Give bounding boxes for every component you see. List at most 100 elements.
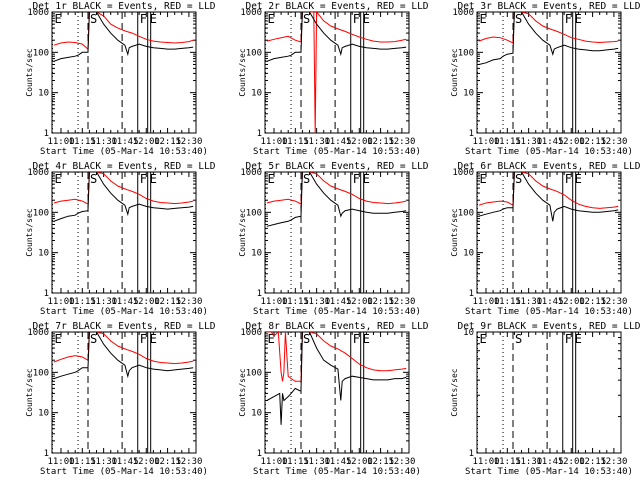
y-tick-label: 10 bbox=[251, 249, 262, 259]
y-tick-label: 1000 bbox=[27, 328, 49, 338]
y-tick-label: 100 bbox=[33, 208, 49, 218]
y-tick-label: 100 bbox=[246, 48, 262, 58]
y-tick-label: 1000 bbox=[452, 168, 474, 178]
marker-label: S bbox=[90, 332, 97, 346]
x-tick-label: 11:30 bbox=[90, 297, 117, 307]
y-axis: 1 10 bbox=[463, 328, 621, 459]
marker-label: E bbox=[575, 12, 582, 26]
detector-panel-4: Det 4r BLACK = Events, RED = LLD 1 10 100 10… bbox=[25, 161, 216, 317]
panel-title: Det 9r BLACK = Events, RED = LLD bbox=[457, 321, 640, 332]
y-tick-label: 10 bbox=[463, 249, 474, 259]
marker-label: E bbox=[575, 332, 582, 346]
x-axis-label: Start Time (05-Mar-14 10:53:40) bbox=[465, 467, 633, 477]
y-tick-label: 10 bbox=[38, 89, 49, 99]
detector-panel-9: Det 9r BLACK = Events, RED = LLD 1 10 11:00… bbox=[450, 321, 640, 477]
x-tick-label: 11:45 bbox=[111, 297, 138, 307]
series-line-black bbox=[266, 12, 407, 62]
y-axis: 1 10 100 1000 bbox=[452, 168, 621, 299]
x-tick-label: 11:15 bbox=[494, 457, 521, 467]
marker-label: E bbox=[575, 172, 582, 186]
marker-label: E bbox=[479, 332, 486, 346]
x-tick-label: 11:00 bbox=[47, 457, 74, 467]
x-tick-label: 11:15 bbox=[494, 137, 521, 147]
x-axis-label: Start Time (05-Mar-14 10:53:40) bbox=[253, 467, 421, 477]
y-tick-label: 1 bbox=[44, 129, 49, 139]
x-tick-label: 11:30 bbox=[303, 297, 330, 307]
x-tick-label: 12:00 bbox=[133, 137, 160, 147]
x-tick-label: 11:00 bbox=[472, 457, 499, 467]
y-axis-label: Counts/sec bbox=[238, 368, 247, 416]
series-line-black bbox=[53, 12, 194, 62]
y-tick-label: 100 bbox=[33, 368, 49, 378]
series-line-black bbox=[53, 172, 194, 222]
x-tick-label: 11:30 bbox=[515, 297, 542, 307]
x-tick-label: 12:15 bbox=[579, 457, 606, 467]
x-tick-label: 11:15 bbox=[282, 457, 309, 467]
detector-panel-2: Det 2r BLACK = Events, RED = LLD 1 10 100 10… bbox=[238, 1, 429, 157]
marker-label: F bbox=[565, 332, 572, 346]
y-axis-label: Counts/sec bbox=[25, 48, 34, 96]
marker-label: F bbox=[140, 332, 147, 346]
marker-label: E bbox=[54, 12, 61, 26]
x-tick-label: 12:00 bbox=[558, 297, 585, 307]
panel-title: Det 5r BLACK = Events, RED = LLD bbox=[245, 161, 428, 172]
marker-label: E bbox=[150, 332, 157, 346]
series-line-black bbox=[478, 12, 619, 65]
x-tick-label: 11:00 bbox=[260, 457, 287, 467]
x-axis-label: Start Time (05-Mar-14 10:53:40) bbox=[40, 467, 208, 477]
y-tick-label: 1 bbox=[469, 449, 474, 459]
marker-label: S bbox=[90, 12, 97, 26]
plot-frame bbox=[264, 171, 410, 294]
series-line-red bbox=[478, 172, 619, 209]
y-axis: 1 10 100 1000 bbox=[452, 8, 621, 139]
x-tick-label: 12:00 bbox=[133, 457, 160, 467]
x-tick-label: 12:15 bbox=[154, 297, 181, 307]
y-tick-label: 1000 bbox=[452, 8, 474, 18]
x-tick-label: 12:00 bbox=[346, 297, 373, 307]
y-tick-label: 100 bbox=[246, 368, 262, 378]
series-line-red bbox=[53, 172, 194, 205]
marker-label: E bbox=[54, 172, 61, 186]
y-axis: 1 10 100 1000 bbox=[240, 168, 409, 299]
y-tick-label: 10 bbox=[463, 328, 474, 338]
y-axis: 1 10 100 1000 bbox=[240, 328, 409, 459]
detector-panel-7: Det 7r BLACK = Events, RED = LLD 1 10 100 10… bbox=[25, 321, 216, 477]
marker-label: F bbox=[140, 172, 147, 186]
y-tick-label: 1 bbox=[257, 129, 262, 139]
detector-panel-5: Det 5r BLACK = Events, RED = LLD 1 10 100 10… bbox=[238, 161, 429, 317]
x-tick-label: 11:45 bbox=[111, 457, 138, 467]
y-axis-label: Counts/sec bbox=[238, 48, 247, 96]
x-tick-label: 12:30 bbox=[600, 457, 627, 467]
plot-frame bbox=[51, 171, 197, 294]
y-axis: 1 10 100 1000 bbox=[27, 8, 196, 139]
x-tick-label: 11:45 bbox=[536, 137, 563, 147]
y-axis: 1 10 100 1000 bbox=[240, 8, 409, 139]
y-tick-label: 100 bbox=[458, 208, 474, 218]
x-tick-label: 12:30 bbox=[600, 137, 627, 147]
y-tick-label: 1 bbox=[44, 289, 49, 299]
x-tick-label: 12:15 bbox=[579, 297, 606, 307]
x-tick-label: 11:30 bbox=[90, 137, 117, 147]
x-tick-label: 12:00 bbox=[558, 457, 585, 467]
panel-title: Det 7r BLACK = Events, RED = LLD bbox=[32, 321, 215, 332]
series-line-black bbox=[266, 332, 407, 425]
x-tick-label: 11:30 bbox=[303, 457, 330, 467]
x-tick-label: 12:15 bbox=[154, 457, 181, 467]
y-axis: 1 10 100 1000 bbox=[27, 168, 196, 299]
detector-panel-1: Det 1r BLACK = Events, RED = LLD 1 10 100 10… bbox=[25, 1, 216, 157]
x-tick-label: 12:15 bbox=[367, 297, 394, 307]
series-line-red bbox=[266, 332, 407, 382]
x-tick-label: 12:30 bbox=[175, 457, 202, 467]
x-tick-label: 11:15 bbox=[282, 297, 309, 307]
plot-frame bbox=[476, 171, 622, 294]
marker-label: E bbox=[363, 172, 370, 186]
y-axis-label: Counts/sec bbox=[450, 368, 459, 416]
plot-frame bbox=[476, 11, 622, 134]
x-tick-label: 11:30 bbox=[515, 457, 542, 467]
y-tick-label: 1000 bbox=[240, 328, 262, 338]
x-axis-label: Start Time (05-Mar-14 10:53:40) bbox=[465, 307, 633, 317]
x-tick-label: 11:30 bbox=[515, 137, 542, 147]
